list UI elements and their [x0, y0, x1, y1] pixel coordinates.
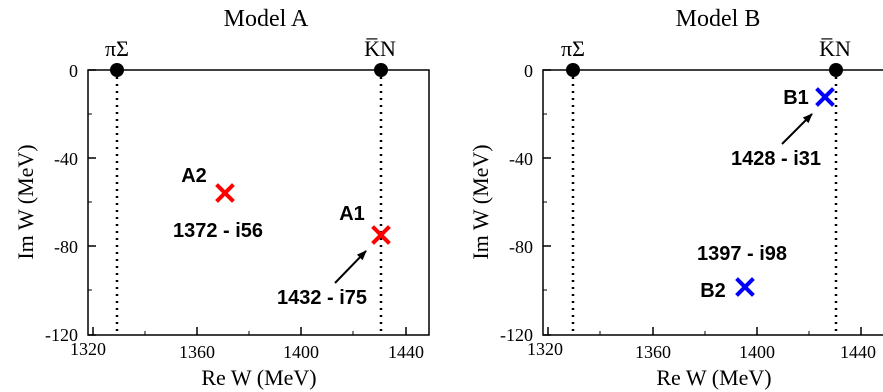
pole-marker-a2	[215, 183, 235, 203]
pole-arrow-a1	[334, 250, 367, 284]
y-tick-label: -40	[509, 149, 533, 169]
threshold-marker-pi-sigma	[110, 63, 124, 77]
y-tick-label: -80	[54, 237, 78, 257]
x-tick-label: 1440	[840, 342, 876, 362]
y-axis-label: Im W (MeV)	[468, 144, 493, 259]
y-tick-label: -80	[509, 237, 533, 257]
x-axis: 1320 1360 1400 1440	[70, 327, 424, 362]
pole-marker-a1	[371, 225, 391, 245]
y-tick-label: 0	[524, 61, 533, 81]
y-tick-label: 0	[69, 61, 78, 81]
panel-model-b: Model B πΣ K̅N 0 -40 -80 -120 Im W (MeV)	[468, 6, 883, 390]
x-tick-label: 1440	[388, 342, 424, 362]
threshold-label-pi-sigma: πΣ	[105, 36, 129, 61]
y-axis: 0 -40 -80 -120	[45, 61, 96, 345]
x-tick-label: 1320	[70, 339, 106, 359]
x-tick-label: 1360	[635, 342, 671, 362]
pole-label-b2: B2	[700, 280, 726, 302]
plot-frame	[87, 69, 430, 336]
x-tick-label: 1400	[739, 342, 775, 362]
threshold-marker-pi-sigma	[566, 63, 580, 77]
pole-value-b1: 1428 - i31	[731, 148, 821, 170]
x-axis-label: Re W (MeV)	[656, 365, 771, 390]
pole-label-a2: A2	[181, 165, 207, 187]
threshold-label-kbar-n: K̅N	[819, 36, 851, 61]
x-axis: 1320 1360 1400 1440	[527, 327, 876, 362]
pole-arrow-b1	[781, 113, 813, 145]
threshold-label-kbar-n: K̅N	[364, 36, 396, 61]
y-axis: 0 -40 -80 -120	[500, 61, 551, 345]
pole-value-b2: 1397 - i98	[697, 243, 787, 265]
x-axis-label: Re W (MeV)	[201, 365, 316, 390]
pole-value-a1: 1432 - i75	[277, 287, 367, 309]
threshold-marker-kbar-n	[829, 63, 843, 77]
threshold-label-pi-sigma: πΣ	[561, 36, 585, 61]
y-tick-label: -40	[54, 149, 78, 169]
y-axis-label: Im W (MeV)	[13, 144, 38, 259]
threshold-marker-kbar-n	[374, 63, 388, 77]
pole-marker-b1	[815, 87, 835, 107]
panel-model-a: Model A πΣ K̅N 0 -40 -80 -120 Im W (MeV)	[13, 6, 430, 390]
y-tick-label: -120	[500, 325, 533, 345]
pole-label-b1: B1	[783, 87, 809, 109]
pole-label-a1: A1	[339, 203, 365, 225]
panel-title: Model A	[224, 6, 309, 32]
y-tick-label: -120	[45, 325, 78, 345]
x-tick-label: 1360	[179, 342, 215, 362]
pole-value-a2: 1372 - i56	[173, 220, 263, 242]
x-tick-label: 1320	[527, 339, 563, 359]
panel-title: Model B	[676, 6, 761, 32]
pole-marker-b2	[735, 277, 755, 297]
x-tick-label: 1400	[283, 342, 319, 362]
